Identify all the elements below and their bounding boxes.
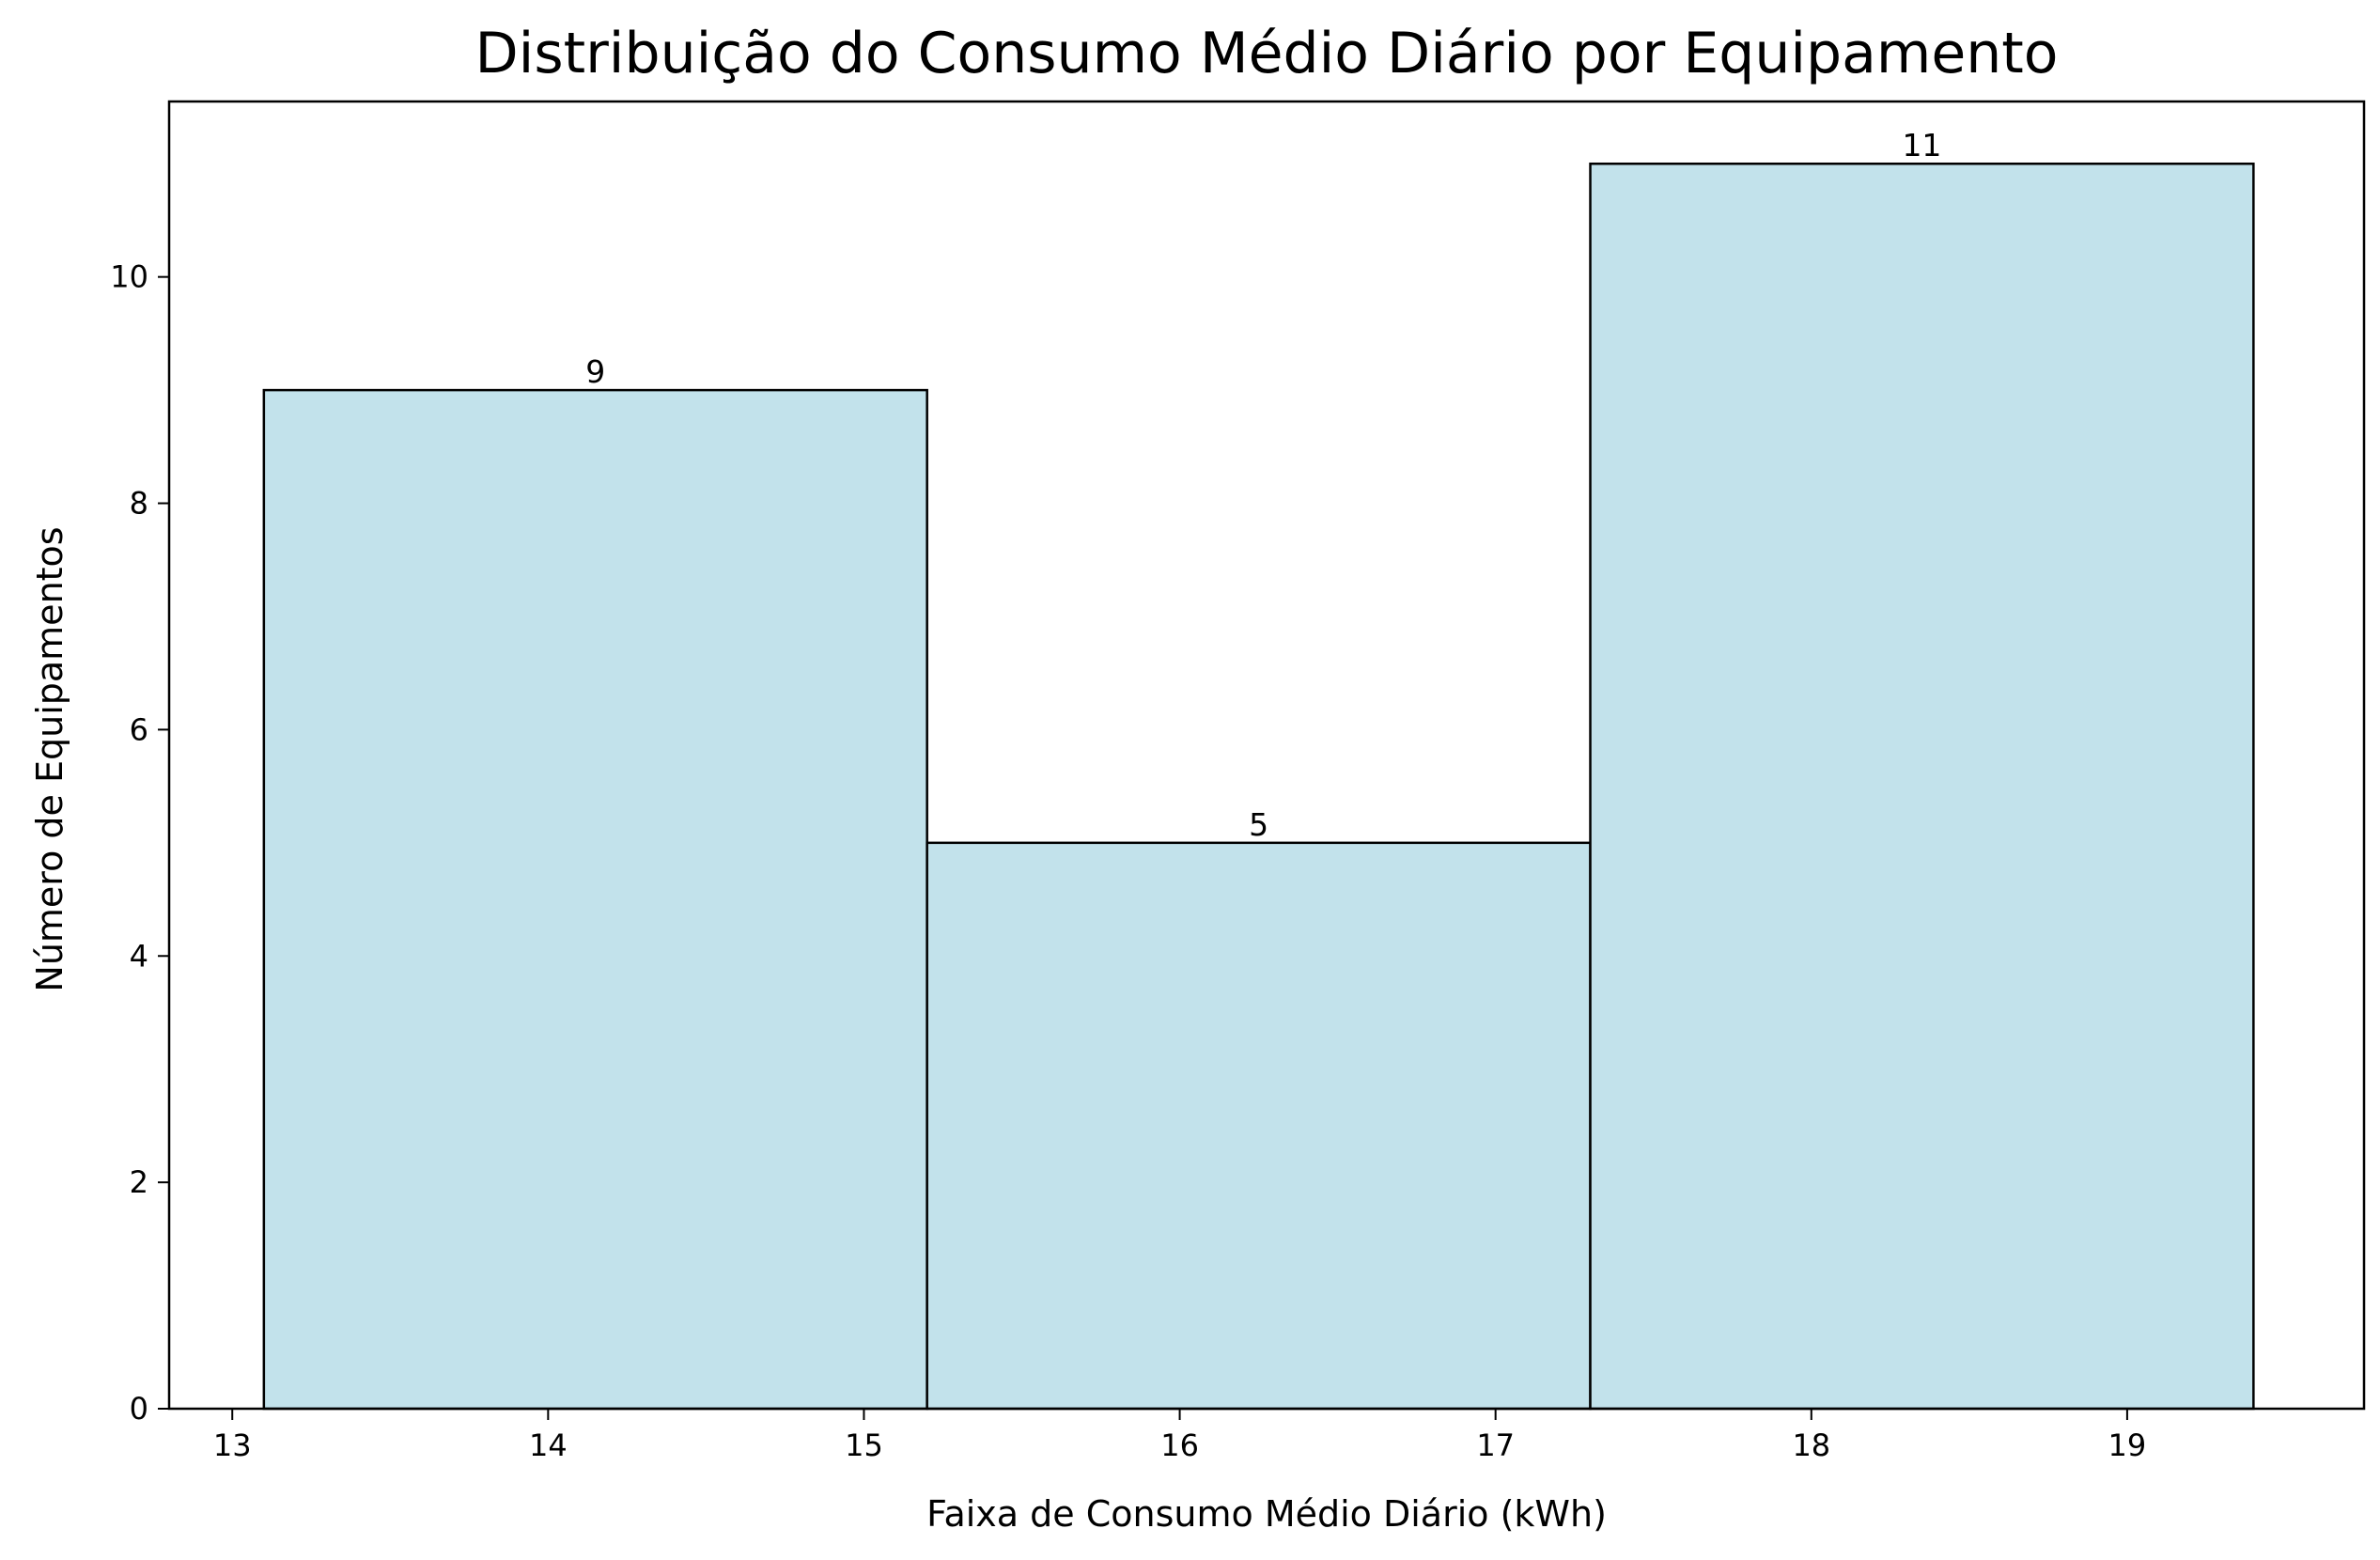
x-axis-ticks: 13 14 15 16 17 18 19 [213, 1409, 2146, 1463]
y-tick-label: 0 [130, 1391, 148, 1427]
x-tick-label: 17 [1476, 1427, 1515, 1463]
x-axis-title: Faixa de Consumo Médio Diário (kWh) [926, 1493, 1607, 1535]
chart-title: Distribuição do Consumo Médio Diário por… [474, 21, 2058, 86]
y-tick-label: 6 [130, 711, 148, 747]
plot-area-frame [167, 100, 2366, 1411]
y-tick-label: 4 [130, 938, 148, 974]
y-axis-title: Número de Equipamentos [29, 526, 70, 991]
bar-value-label: 9 [585, 353, 605, 390]
x-tick-label: 13 [213, 1427, 252, 1463]
x-tick-label: 18 [1792, 1427, 1830, 1463]
bars-group [262, 162, 2255, 1411]
y-tick-label: 10 [110, 259, 148, 295]
y-tick-label: 8 [130, 486, 148, 522]
bar-value-label: 11 [1902, 127, 1941, 164]
bar-value-label: 5 [1249, 806, 1268, 843]
x-tick-label: 16 [1160, 1427, 1199, 1463]
histogram-bar [1589, 162, 2255, 1411]
x-tick-label: 14 [529, 1427, 568, 1463]
y-tick-label: 2 [130, 1164, 148, 1200]
x-tick-label: 19 [2108, 1427, 2147, 1463]
histogram-bar [262, 388, 928, 1411]
bar-labels-group: 9 5 11 [585, 127, 1941, 843]
x-tick-label: 15 [845, 1427, 883, 1463]
histogram-bar [926, 841, 1592, 1411]
y-axis-ticks: 0 2 4 6 8 10 [110, 259, 169, 1427]
